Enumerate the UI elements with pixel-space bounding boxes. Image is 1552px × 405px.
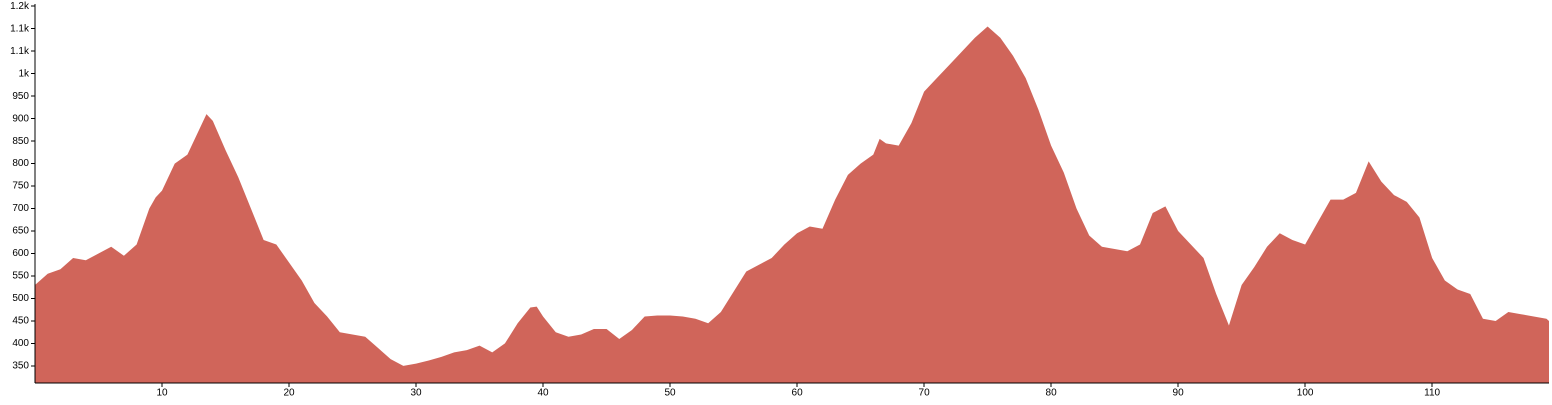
y-tick-label: 950 <box>12 91 29 102</box>
x-tick-label: 50 <box>665 388 677 399</box>
y-tick-label: 450 <box>12 316 29 327</box>
y-tick-label: 900 <box>12 113 29 124</box>
y-tick-label: 550 <box>12 271 29 282</box>
x-tick-label: 100 <box>1297 388 1314 399</box>
y-tick-label: 700 <box>12 203 29 214</box>
y-tick-label: 1k <box>18 68 30 79</box>
y-tick-label: 400 <box>12 338 29 349</box>
y-tick-label: 600 <box>12 248 29 259</box>
y-tick-label: 800 <box>12 158 29 169</box>
x-tick-label: 40 <box>537 388 549 399</box>
x-tick-label: 10 <box>156 388 168 399</box>
y-tick-label: 850 <box>12 136 29 147</box>
y-tick-label: 750 <box>12 181 29 192</box>
y-tick-label: 1.2k <box>10 1 30 12</box>
x-tick-label: 70 <box>919 388 931 399</box>
x-tick-label: 60 <box>792 388 804 399</box>
x-tick-label: 30 <box>410 388 422 399</box>
x-tick-label: 20 <box>283 388 295 399</box>
y-tick-label: 1.1k <box>10 23 30 34</box>
y-tick-label: 500 <box>12 293 29 304</box>
elevation-area <box>35 26 1549 383</box>
x-tick-label: 110 <box>1424 388 1440 399</box>
x-tick-label: 90 <box>1173 388 1185 399</box>
x-tick-label: 80 <box>1046 388 1058 399</box>
y-tick-label: 350 <box>12 361 29 372</box>
y-tick-label: 650 <box>12 226 29 237</box>
y-tick-label: 1.1k <box>10 46 30 57</box>
